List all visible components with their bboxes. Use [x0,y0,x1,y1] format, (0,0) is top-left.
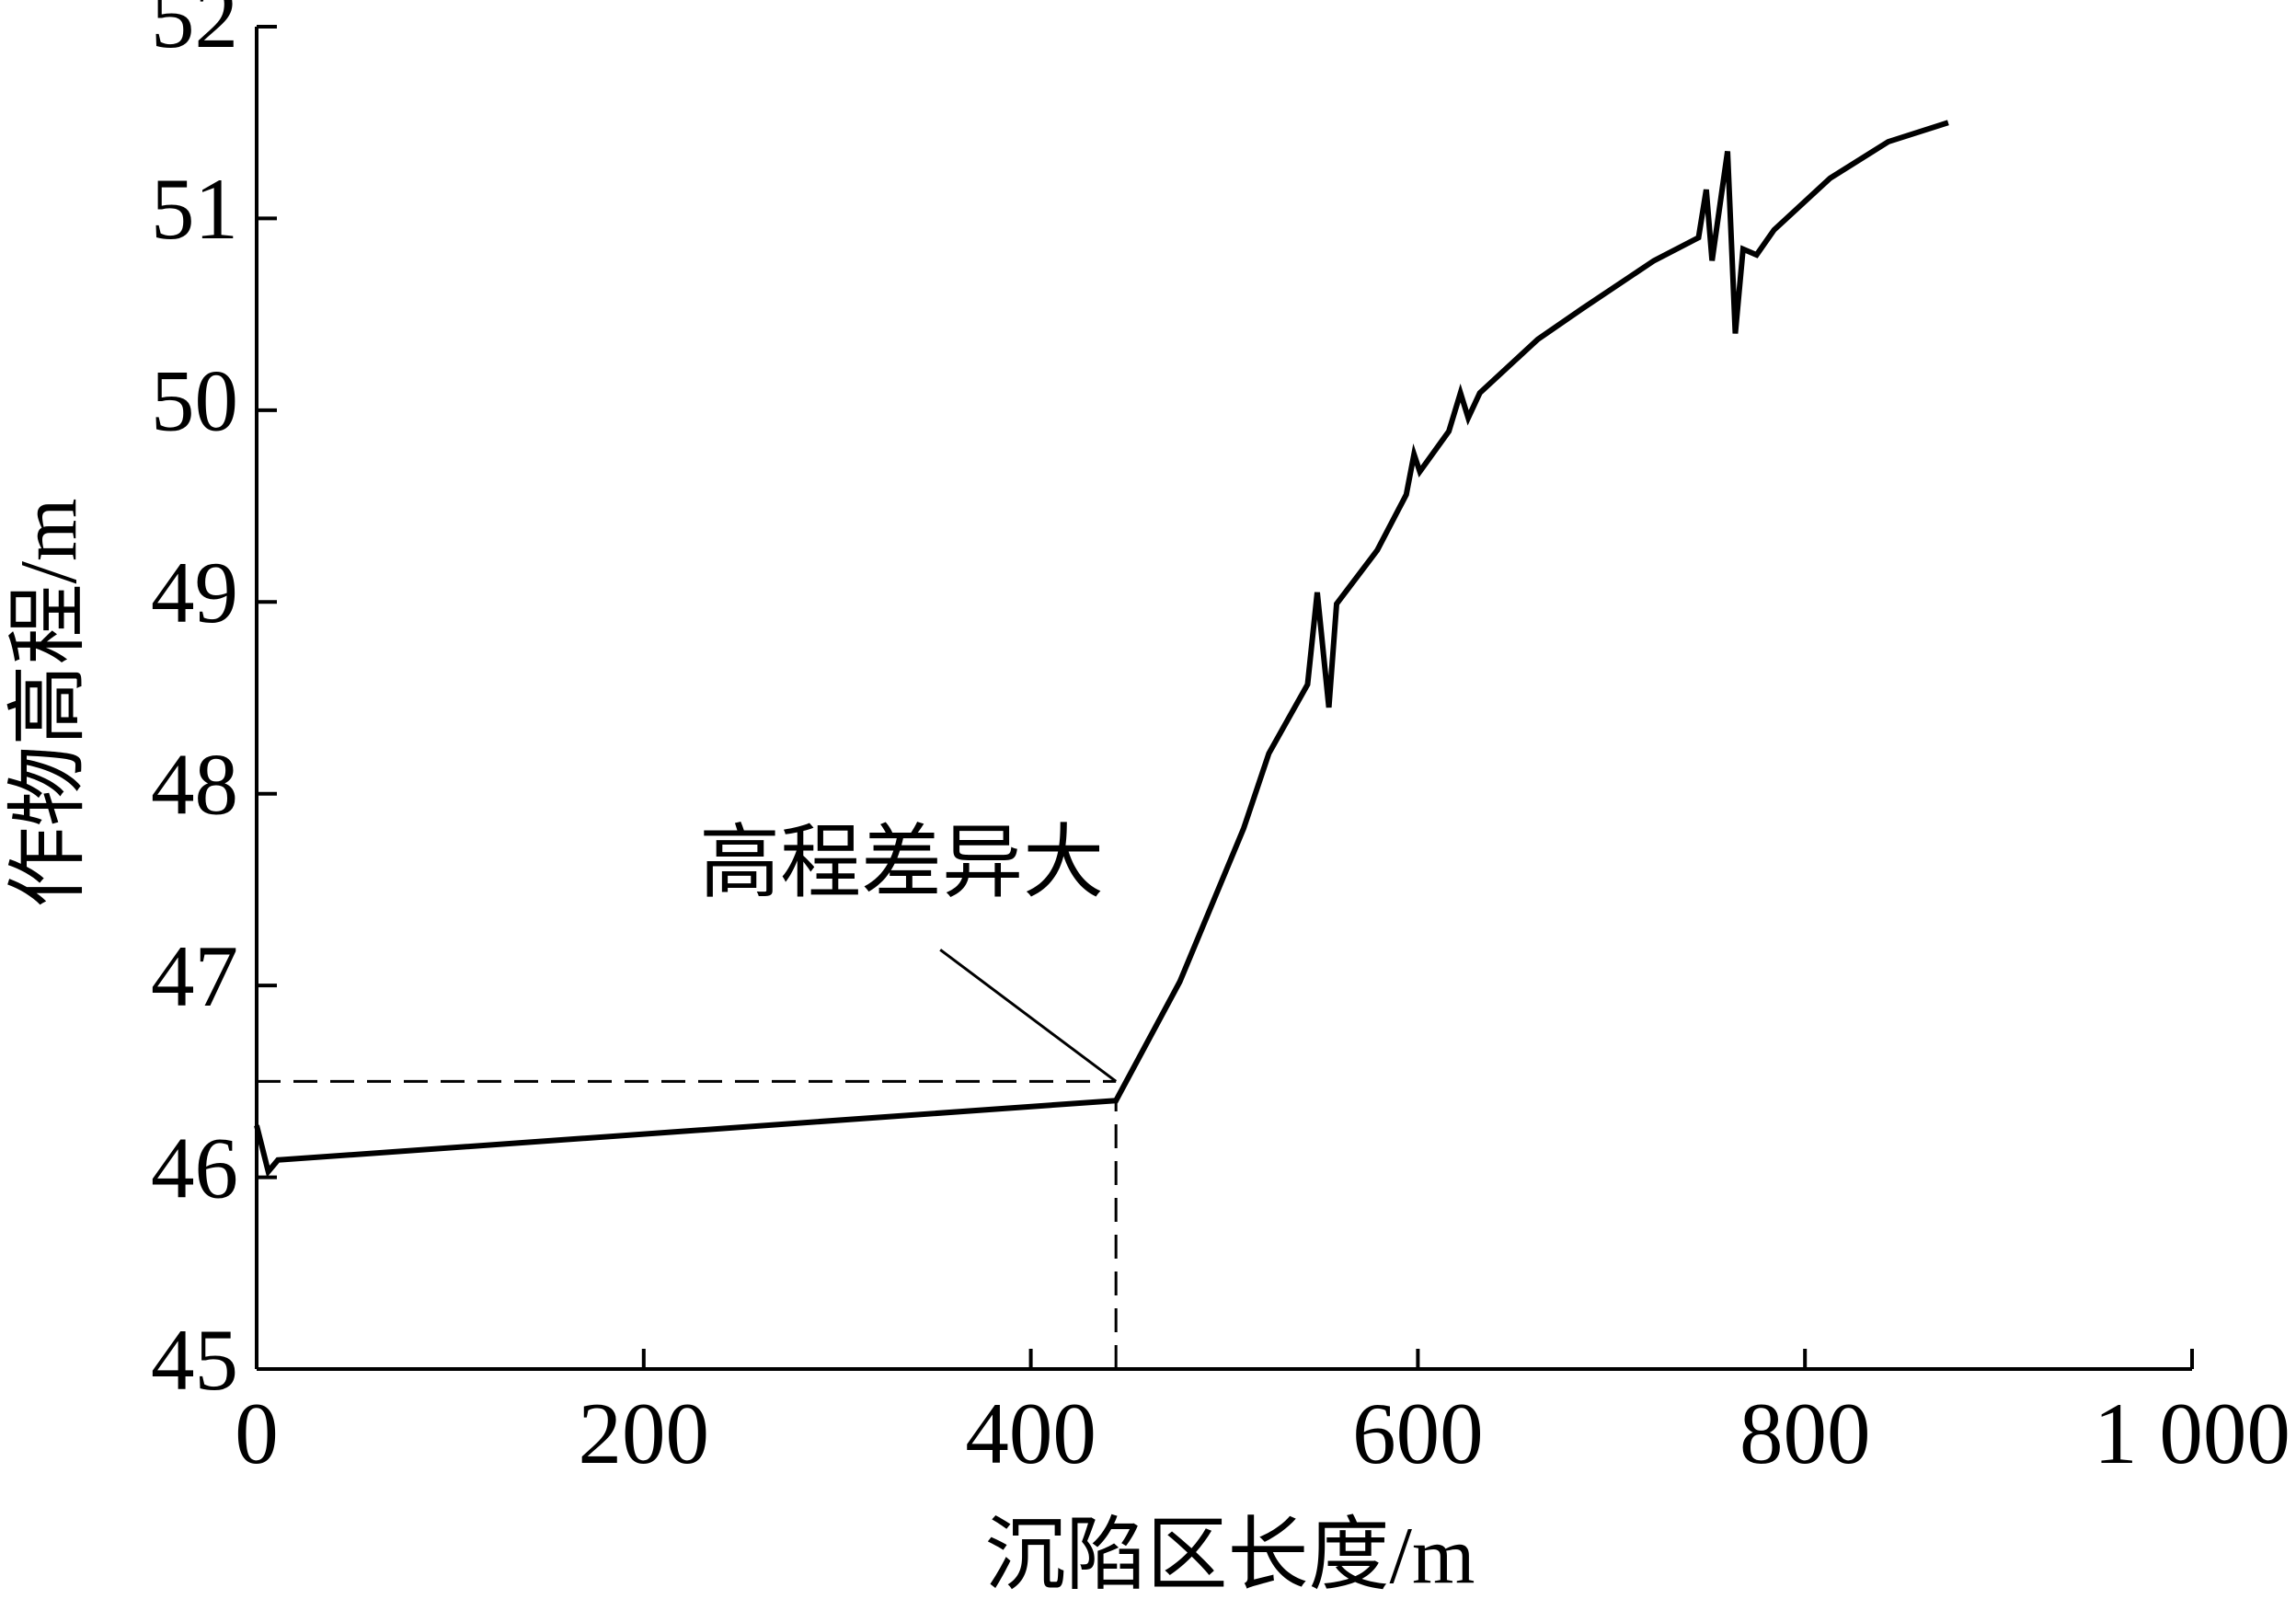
x-tick-label: 600 [1352,1385,1484,1482]
annotation-leader [939,949,1118,1083]
x-tick-label: 1 000 [2094,1385,2290,1482]
y-tick-label: 50 [151,352,238,450]
x-axis-label: 沉陷区长度/m [985,1512,1475,1601]
y-tick-label: 49 [151,544,238,641]
y-tick-label: 51 [151,160,238,258]
y-tick-label: 45 [151,1311,238,1409]
x-tick-label: 200 [579,1385,710,1482]
y-axis-label: 作物高程/m [5,499,94,908]
y-tick-label: 52 [151,0,238,66]
y-tick-label: 47 [151,927,238,1025]
y-tick-label: 48 [151,736,238,834]
x-tick-label: 800 [1739,1385,1871,1482]
data-line [254,120,1949,1178]
x-tick-label: 0 [235,1385,279,1482]
x-tick-label: 400 [965,1385,1096,1482]
annotation-text: 高程差异大 [699,820,1104,909]
y-tick-label: 46 [151,1119,238,1216]
